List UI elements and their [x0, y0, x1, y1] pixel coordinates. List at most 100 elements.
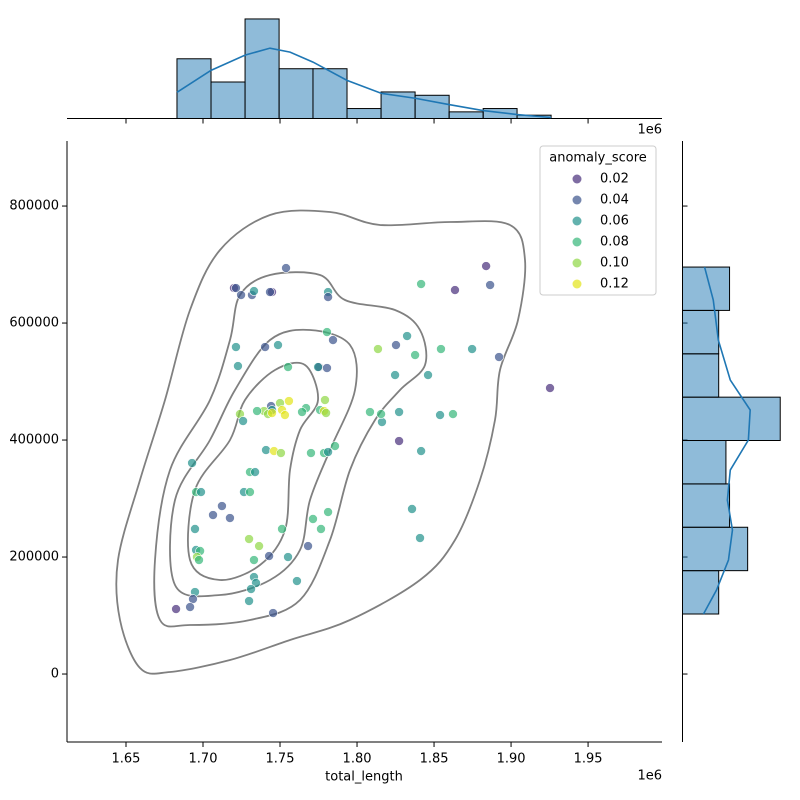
hist-bar [482, 108, 518, 119]
point [481, 261, 491, 271]
point [436, 344, 446, 354]
point [377, 417, 387, 427]
point [276, 448, 286, 458]
y-tick-label: 600000 [9, 316, 59, 331]
x-tick-label: 1.80 [343, 752, 372, 767]
legend-marker [572, 237, 582, 247]
hist-bar [414, 94, 450, 119]
point [249, 286, 259, 296]
legend-marker [572, 258, 582, 268]
point [187, 458, 197, 468]
point [485, 280, 495, 290]
point [231, 342, 241, 352]
point [250, 467, 260, 477]
point [545, 383, 555, 393]
y-tick-label: 0 [51, 667, 59, 682]
point [196, 487, 206, 497]
point [260, 342, 270, 352]
point [410, 350, 420, 360]
point [244, 534, 254, 544]
point [283, 362, 293, 372]
point [407, 504, 417, 514]
legend-marker [572, 195, 582, 205]
point [236, 290, 246, 300]
point [267, 408, 277, 418]
point [320, 395, 330, 405]
point [394, 436, 404, 446]
point [328, 335, 338, 345]
point [246, 584, 256, 594]
contour [187, 361, 319, 581]
point [416, 279, 426, 289]
x-tick-label: 1.70 [189, 752, 218, 767]
contour [169, 328, 358, 598]
kde-line [702, 266, 751, 615]
point [467, 344, 477, 354]
point [322, 363, 332, 373]
point [261, 445, 271, 455]
point [171, 604, 181, 614]
point [190, 524, 200, 534]
point [306, 448, 316, 458]
point [448, 409, 458, 419]
point [249, 555, 259, 565]
point [292, 576, 302, 586]
point [450, 285, 460, 295]
legend-box [539, 145, 657, 296]
hist-bar [682, 266, 731, 311]
point [321, 408, 331, 418]
point [394, 407, 404, 417]
point [323, 447, 333, 457]
point [330, 441, 340, 451]
point [273, 340, 283, 350]
contour [115, 209, 527, 675]
hist-bar [346, 108, 382, 119]
point [188, 594, 198, 604]
hist-bar [682, 440, 727, 485]
point [423, 370, 433, 380]
hist-bar [448, 111, 484, 119]
point [390, 370, 400, 380]
point [231, 283, 241, 293]
point [376, 409, 386, 419]
x-tick-label: 1.95 [574, 752, 603, 767]
hist-bar [682, 526, 749, 572]
point [416, 446, 426, 456]
hist-bar [312, 68, 348, 119]
point [194, 555, 204, 565]
legend-label: 0.02 [600, 172, 629, 187]
hist-bar [682, 309, 720, 355]
point [494, 352, 504, 362]
hist-bar [682, 396, 781, 442]
point [281, 263, 291, 273]
point [365, 407, 375, 417]
legend-label: 0.12 [600, 277, 629, 292]
legend-label: 0.06 [600, 214, 629, 229]
legend-title: anomaly_score [549, 151, 647, 166]
hist-bar [682, 483, 731, 528]
contour [153, 271, 428, 628]
point [402, 331, 412, 341]
point [283, 552, 293, 562]
top-x-offset-label: 1e6 [637, 123, 662, 138]
y-tick-label: 400000 [9, 433, 59, 448]
hist-bar [244, 18, 280, 119]
point [323, 292, 333, 302]
point [268, 608, 278, 618]
point [373, 344, 383, 354]
legend-label: 0.04 [600, 193, 629, 208]
hist-bar [682, 353, 720, 398]
legend-label: 0.08 [600, 235, 629, 250]
point [225, 513, 235, 523]
x-tick-label: 1.75 [266, 752, 295, 767]
legend-marker [572, 174, 582, 184]
legend-marker [572, 279, 582, 289]
x-tick-label: 1.65 [112, 752, 141, 767]
x-axis-label: total_length [325, 770, 403, 785]
point [244, 596, 254, 606]
point [185, 602, 195, 612]
point [254, 541, 264, 551]
x-tick-label: 1.85 [420, 752, 449, 767]
